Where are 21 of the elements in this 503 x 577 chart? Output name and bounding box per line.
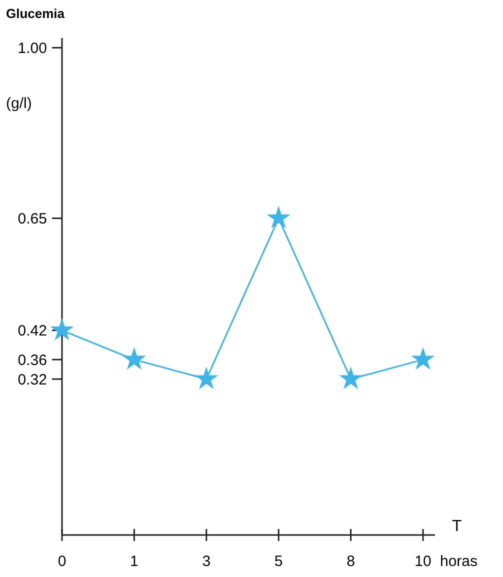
point <box>196 368 218 388</box>
point <box>412 348 434 369</box>
y-tick-label: 0.42 <box>18 322 47 340</box>
y-tick-label: 0.32 <box>18 371 47 388</box>
point <box>51 319 73 340</box>
chart-title: Glucemia <box>6 6 66 21</box>
x-tick-label: 1 <box>130 553 138 570</box>
y-axis-title: (g/l) <box>6 95 32 112</box>
x-tick-label: 5 <box>274 553 283 570</box>
y-tick-label: 1.00 <box>18 40 47 57</box>
text: horas <box>440 553 478 570</box>
x-tick-label: 10 <box>414 553 432 570</box>
y-tick-label: 0.65 <box>18 210 47 228</box>
x-tick-label: 3 <box>202 553 211 570</box>
point <box>340 368 362 388</box>
point <box>123 348 145 369</box>
x-axis-title: T <box>452 518 462 535</box>
y-tick-label: 0.36 <box>18 352 47 369</box>
x-tick-label: 8 <box>346 553 355 570</box>
point <box>268 207 290 228</box>
x-tick-label: 0 <box>58 553 66 570</box>
